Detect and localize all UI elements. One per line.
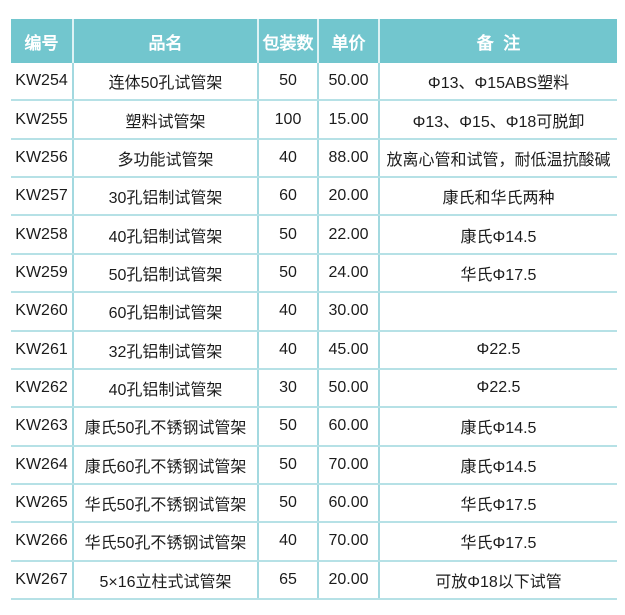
cell-pack-qty: 50	[259, 446, 319, 483]
cell-name: 多功能试管架	[74, 139, 259, 177]
column-header-code: 编号	[11, 19, 74, 63]
table-row: KW262 40孔铝制试管架 30 50.00 Φ22.5	[11, 369, 617, 409]
cell-name: 康氏60孔不锈钢试管架	[74, 446, 259, 483]
column-header-name: 品名	[74, 19, 259, 63]
cell-pack-qty: 40	[259, 331, 319, 368]
cell-name: 连体50孔试管架	[74, 63, 259, 100]
cell-code: KW261	[11, 331, 74, 368]
cell-unit-price: 22.00	[319, 216, 380, 253]
cell-remark: Φ13、Φ15ABS塑料	[427, 75, 570, 93]
cell-unit-price: 88.00	[319, 139, 380, 177]
cell-unit-price: 50.00	[319, 369, 380, 407]
table-row: KW266 华氏50孔不锈钢试管架 40 70.00 华氏Φ17.5	[11, 523, 617, 562]
table-row: KW259 50孔铝制试管架 50 24.00 华氏Φ17.5	[11, 254, 617, 294]
cell-code: KW262	[11, 369, 74, 407]
cell-remark: 康氏和华氏两种	[442, 190, 555, 208]
cell-pack-qty: 40	[259, 139, 319, 177]
table-row: KW257 30孔铝制试管架 60 20.00 康氏和华氏两种	[11, 178, 617, 217]
cell-code: KW267	[11, 561, 74, 599]
cell-code: KW255	[11, 101, 74, 138]
cell-code: KW263	[11, 408, 74, 445]
cell-code: KW259	[11, 254, 74, 292]
cell-pack-qty: 65	[259, 561, 319, 599]
table-row: KW260 60孔铝制试管架 40 30.00	[11, 293, 617, 332]
cell-name: 32孔铝制试管架	[74, 331, 259, 368]
cell-unit-price: 45.00	[319, 331, 380, 368]
cell-unit-price: 20.00	[319, 178, 380, 215]
cell-remark: Φ22.5	[476, 340, 521, 358]
table-row: KW264 康氏60孔不锈钢试管架 50 70.00 康氏Φ14.5	[11, 446, 617, 485]
cell-remark: 康氏Φ14.5	[460, 228, 537, 246]
cell-pack-qty: 30	[259, 369, 319, 407]
cell-pack-qty: 50	[259, 216, 319, 253]
cell-remark: 康氏Φ14.5	[460, 458, 537, 476]
cell-code: KW254	[11, 63, 74, 100]
table-row: KW263 康氏50孔不锈钢试管架 50 60.00 康氏Φ14.5	[11, 408, 617, 447]
cell-pack-qty: 50	[259, 63, 319, 100]
cell-name: 华氏50孔不锈钢试管架	[74, 484, 259, 522]
table-row: KW258 40孔铝制试管架 50 22.00 康氏Φ14.5	[11, 216, 617, 255]
cell-code: KW257	[11, 178, 74, 215]
cell-remark: 华氏Φ17.5	[460, 266, 537, 284]
cell-name: 40孔铝制试管架	[74, 216, 259, 253]
cell-pack-qty: 50	[259, 484, 319, 522]
cell-remark: 康氏Φ14.5	[460, 420, 537, 438]
cell-code: KW256	[11, 139, 74, 177]
cell-name: 40孔铝制试管架	[74, 369, 259, 407]
cell-code: KW260	[11, 293, 74, 330]
cell-pack-qty: 50	[259, 254, 319, 292]
cell-unit-price: 15.00	[319, 101, 380, 138]
cell-name: 塑料试管架	[74, 101, 259, 138]
cell-name: 5×16立柱式试管架	[74, 561, 259, 599]
cell-pack-qty: 40	[259, 293, 319, 330]
table-body: KW254 连体50孔试管架 50 50.00 Φ13、Φ15ABS塑料 KW255 塑料试…	[11, 63, 617, 601]
cell-name: 60孔铝制试管架	[74, 293, 259, 330]
cell-remark	[380, 293, 617, 329]
table-row: KW265 华氏50孔不锈钢试管架 50 60.00 华氏Φ17.5	[11, 484, 617, 524]
cell-remark: 可放Φ18以下试管	[435, 573, 562, 591]
cell-unit-price: 60.00	[319, 484, 380, 522]
cell-remark: 华氏Φ17.5	[460, 535, 537, 553]
cell-pack-qty: 40	[259, 523, 319, 560]
cell-remark: 华氏Φ17.5	[460, 497, 537, 515]
table-header-row: 编号 品名 包装数 单价 备 注	[11, 19, 617, 63]
table-row: KW261 32孔铝制试管架 40 45.00 Φ22.5	[11, 331, 617, 370]
cell-name: 华氏50孔不锈钢试管架	[74, 523, 259, 560]
cell-unit-price: 30.00	[319, 293, 380, 330]
cell-remark: Φ22.5	[476, 379, 521, 397]
cell-pack-qty: 100	[259, 101, 319, 138]
cell-remark: 放离心管和试管，耐低温抗酸碱	[386, 151, 611, 169]
product-price-table: 编号 品名 包装数 单价 备 注 KW254 连体50孔试管架 50 50.00 Φ13…	[11, 19, 617, 601]
cell-code: KW258	[11, 216, 74, 253]
cell-code: KW264	[11, 446, 74, 483]
table-row: KW254 连体50孔试管架 50 50.00 Φ13、Φ15ABS塑料	[11, 63, 617, 102]
table-row: KW255 塑料试管架 100 15.00 Φ13、Φ15、Φ18可脱卸	[11, 101, 617, 140]
cell-code: KW266	[11, 523, 74, 560]
cell-unit-price: 20.00	[319, 561, 380, 599]
table-row: KW256 多功能试管架 40 88.00 放离心管和试管，耐低温抗酸碱	[11, 139, 617, 179]
cell-pack-qty: 50	[259, 408, 319, 445]
cell-unit-price: 70.00	[319, 446, 380, 483]
column-header-unit-price: 单价	[319, 19, 380, 63]
cell-unit-price: 24.00	[319, 254, 380, 292]
cell-pack-qty: 60	[259, 178, 319, 215]
cell-name: 50孔铝制试管架	[74, 254, 259, 292]
cell-code: KW265	[11, 484, 74, 522]
cell-unit-price: 70.00	[319, 523, 380, 560]
cell-name: 康氏50孔不锈钢试管架	[74, 408, 259, 445]
table-row: KW267 5×16立柱式试管架 65 20.00 可放Φ18以下试管	[11, 561, 617, 601]
cell-remark: Φ13、Φ15、Φ18可脱卸	[412, 113, 585, 131]
column-header-remark: 备 注	[380, 19, 617, 63]
cell-name: 30孔铝制试管架	[74, 178, 259, 215]
cell-unit-price: 50.00	[319, 63, 380, 100]
cell-unit-price: 60.00	[319, 408, 380, 445]
column-header-pack-qty: 包装数	[259, 19, 319, 63]
